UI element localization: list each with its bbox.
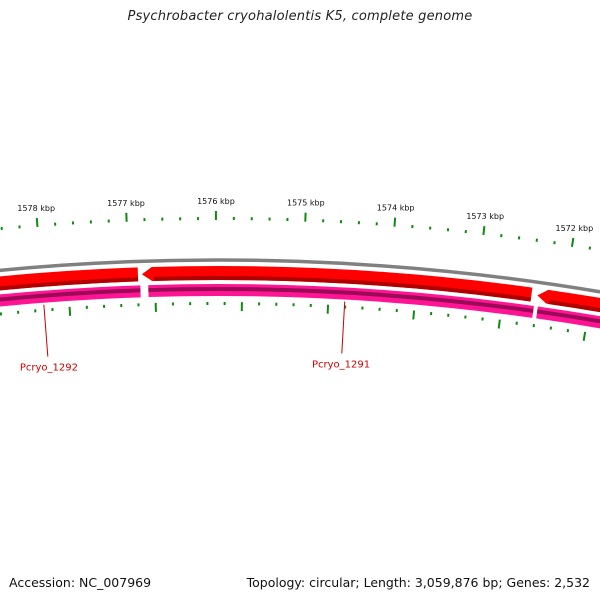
outer-tick	[570, 237, 575, 247]
inner-tick	[582, 331, 587, 341]
inner-tick	[412, 310, 416, 320]
genome-summary-text: Topology: circular; Length: 3,059,876 bp…	[246, 575, 590, 590]
forward-gene-shade	[548, 300, 600, 313]
tick-label: 1573 kbp	[466, 212, 504, 221]
tick-label: 1576 kbp	[197, 197, 235, 206]
gene-labels: Pcryo_1292 Pcryo_1291	[20, 301, 370, 373]
genome-backbone	[0, 258, 600, 294]
forward-gene	[141, 266, 533, 302]
forward-gene-shade	[0, 277, 139, 291]
inner-ticks	[0, 302, 587, 341]
gene-label-pcryo-1291: Pcryo_1291	[312, 359, 370, 370]
reverse-gene-track	[0, 284, 600, 329]
gene-label-leader	[341, 301, 346, 354]
accession-text: Accession: NC_007969	[9, 575, 152, 590]
tick-label: 1575 kbp	[287, 199, 325, 208]
outer-tick	[35, 217, 39, 228]
reverse-gene-gene-shade	[536, 309, 600, 324]
pcryo-1291-gene-shade	[148, 287, 534, 313]
outer-tick	[393, 217, 397, 227]
inner-tick	[497, 319, 501, 329]
map-title: Psychrobacter cryohalolentis K5, complet…	[127, 9, 473, 24]
inner-tick	[68, 306, 72, 316]
tick-label: 1577 kbp	[107, 199, 145, 208]
gene-label-pcryo-1292: Pcryo_1292	[20, 362, 78, 373]
pcryo-1292-gene-shade	[0, 288, 141, 302]
forward-gene-shade	[154, 275, 532, 302]
gene-label-leader	[43, 304, 49, 357]
outer-tick	[482, 225, 486, 236]
tick-label: 1572 kbp	[556, 224, 594, 233]
outer-ticks	[0, 211, 592, 250]
tick-label: 1574 kbp	[377, 204, 415, 213]
pcryo-1291-gene	[148, 284, 534, 318]
tick-labels: 1578 kbp 1577 kbp 1576 kbp 1575 kbp 1574 kbp…	[17, 197, 593, 233]
tick-label: 1578 kbp	[17, 204, 55, 213]
forward-gene-track	[0, 266, 600, 313]
